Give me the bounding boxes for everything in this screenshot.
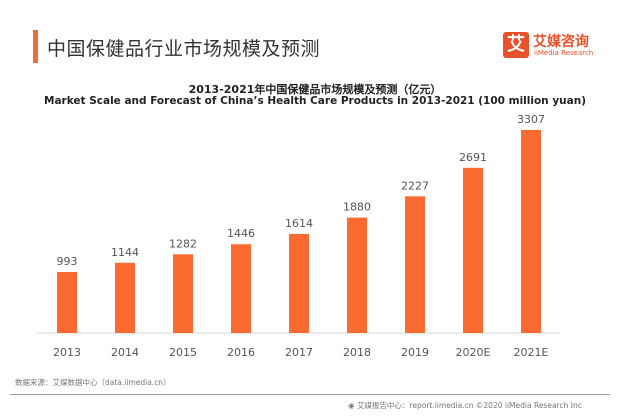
x-tick-label: 2019 xyxy=(401,346,429,359)
data-label: 1880 xyxy=(343,201,371,214)
report-center-icon: ◉ xyxy=(348,401,357,410)
logo-icon: 艾 xyxy=(503,32,529,58)
data-label: 2227 xyxy=(401,179,429,192)
chart-title: 2013-2021年中国保健品市场规模及预测（亿元） xyxy=(188,83,442,96)
data-label: 1446 xyxy=(227,227,255,240)
x-tick-label: 2014 xyxy=(111,346,139,359)
footer-divider xyxy=(10,394,610,395)
x-tick-label: 2013 xyxy=(53,346,81,359)
x-tick-label: 2015 xyxy=(169,346,197,359)
copyright-text: 艾媒报告中心：report.iimedia.cn ©2020 iiMedia R… xyxy=(356,401,582,410)
logo-name-en: iiMedia Research xyxy=(534,49,594,57)
x-tick-label: 2016 xyxy=(227,346,255,359)
bar-2013 xyxy=(57,272,77,333)
bar-chart: 993 2013 1144 2014 1282 2015 1446 2016 1614 2017 1… xyxy=(36,113,560,359)
chart-subtitle: Market Scale and Forecast of China’s Hea… xyxy=(44,95,586,107)
page-title: 中国保健品行业市场规模及预测 xyxy=(47,38,321,60)
iimedia-logo: 艾 艾媒咨询 iiMedia Research xyxy=(503,32,603,60)
logo-name-cn: 艾媒咨询 xyxy=(533,34,589,50)
data-label: 993 xyxy=(57,255,78,268)
bar-2021E xyxy=(521,130,541,333)
bar-2020E xyxy=(463,167,483,333)
data-label: 1282 xyxy=(169,237,197,250)
bar-2018 xyxy=(347,217,367,333)
x-tick-label: 2018 xyxy=(343,346,371,359)
data-label: 2691 xyxy=(459,151,487,164)
data-label: 3307 xyxy=(517,113,545,126)
bar-2016 xyxy=(231,244,251,333)
copyright: ◉ 艾媒报告中心：report.iimedia.cn ©2020 iiMedia… xyxy=(348,400,582,411)
bar-2019 xyxy=(405,196,425,333)
bar-2014 xyxy=(115,262,135,333)
x-tick-label: 2017 xyxy=(285,346,313,359)
title-accent-bar xyxy=(33,30,38,63)
data-label: 1614 xyxy=(285,217,313,230)
bar-2017 xyxy=(289,233,309,333)
bar-2015 xyxy=(173,254,193,333)
x-tick-label: 2021E xyxy=(514,346,549,359)
x-tick-label: 2020E xyxy=(456,346,491,359)
data-label: 1144 xyxy=(111,246,139,259)
data-source: 数据来源：艾媒数据中心（data.iimedia.cn） xyxy=(15,378,171,387)
